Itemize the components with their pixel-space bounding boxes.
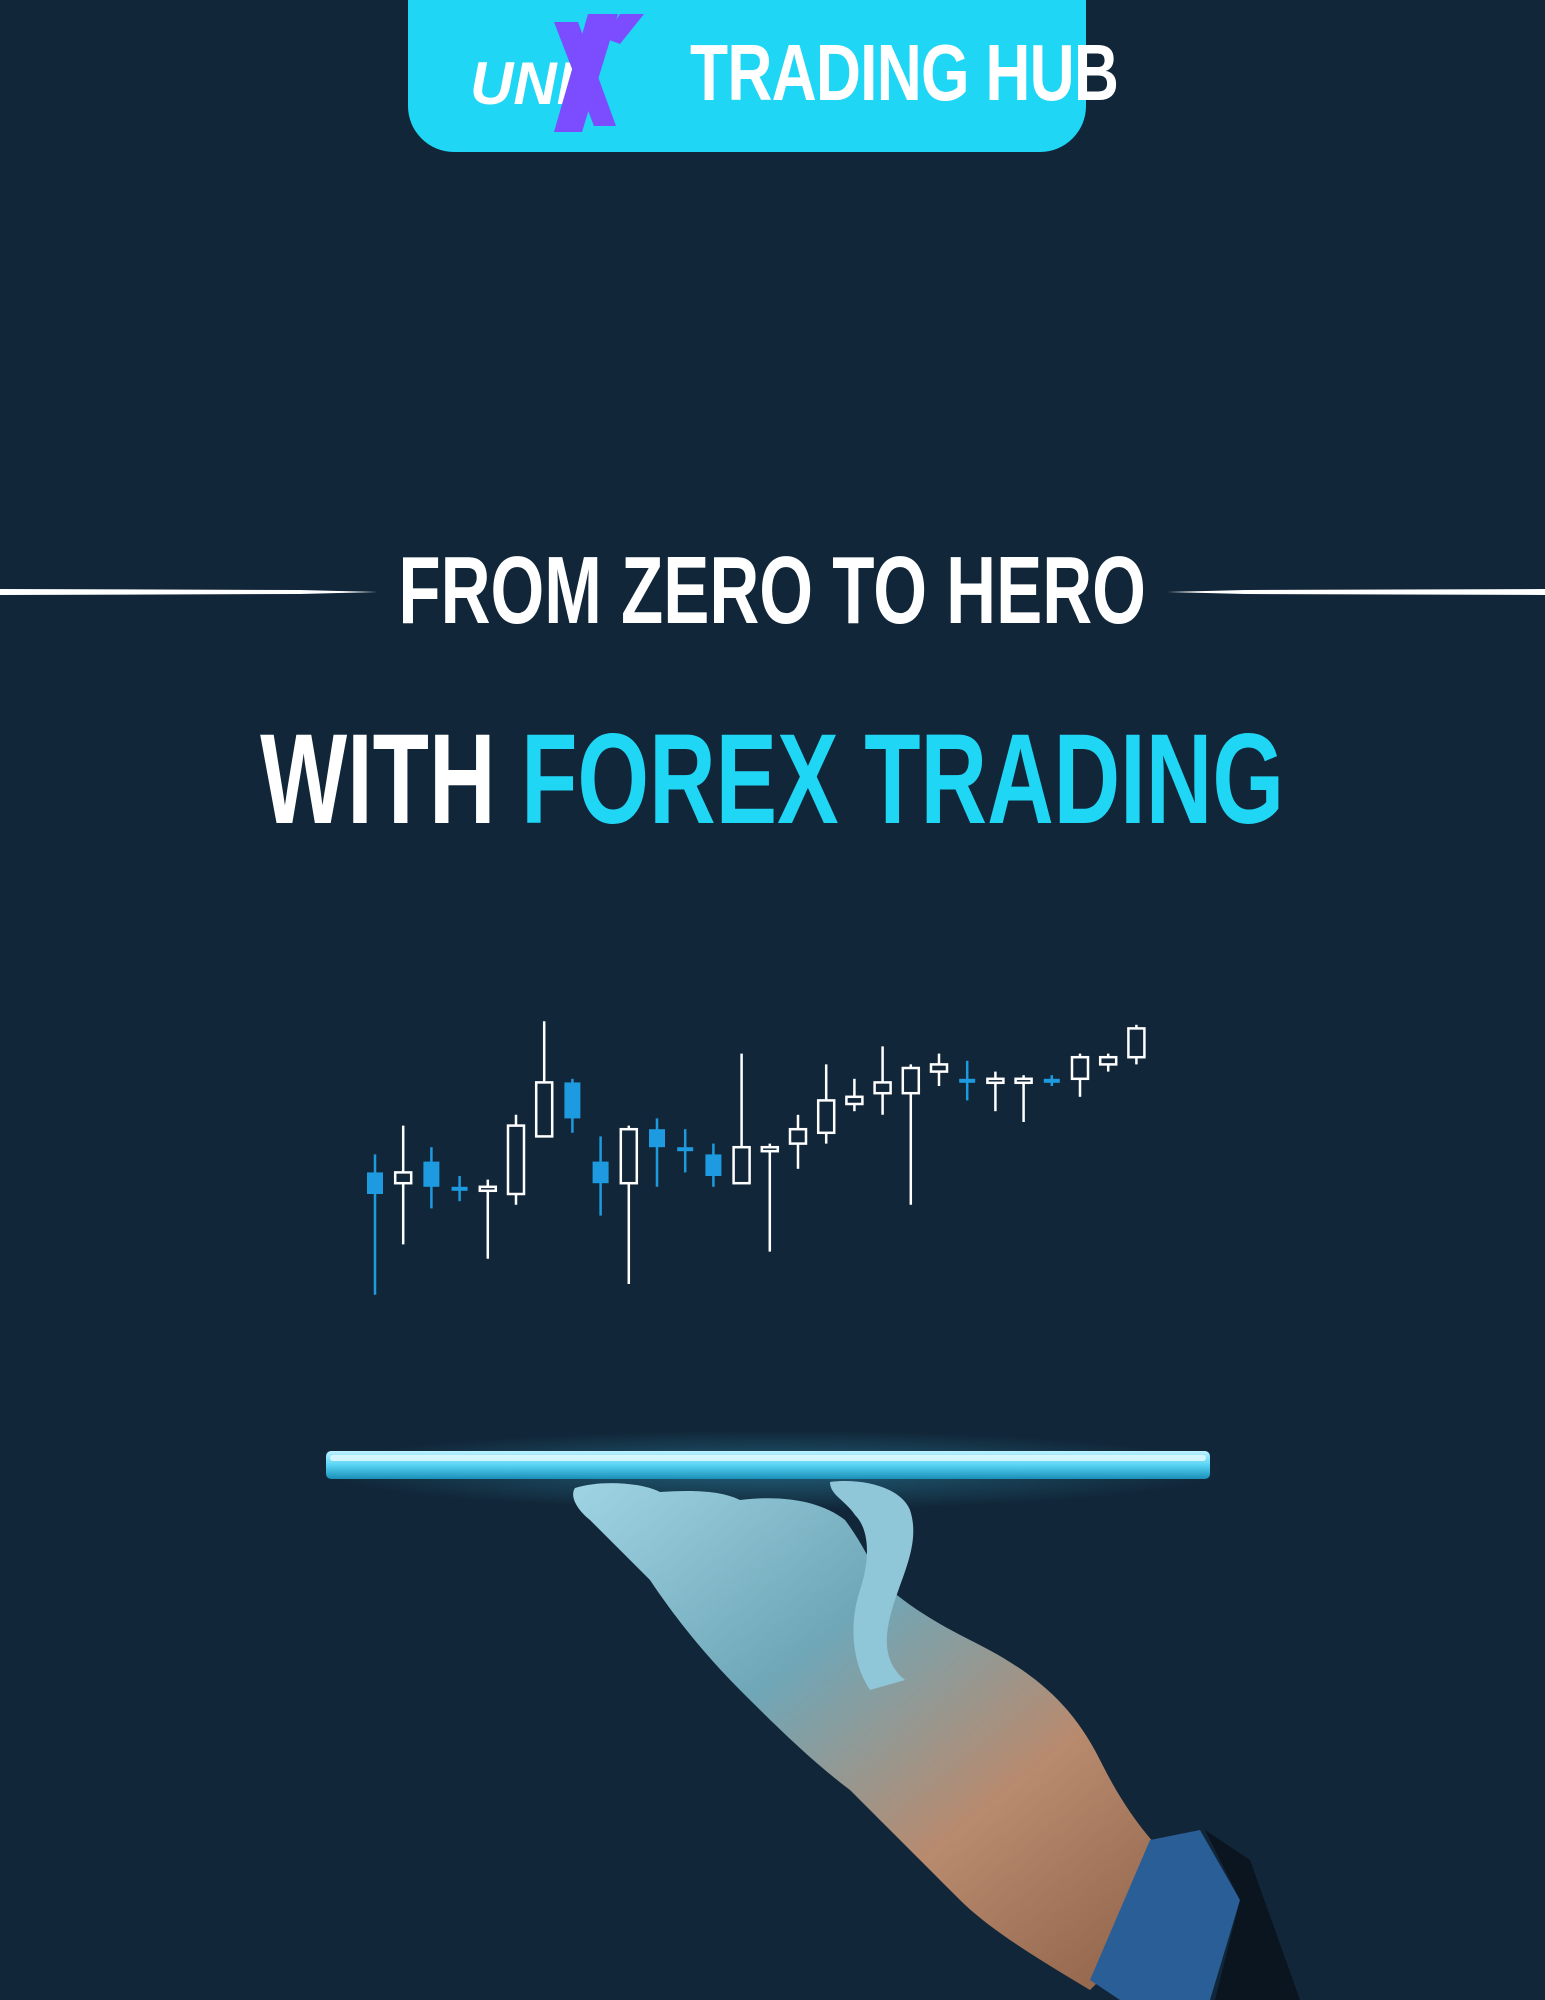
candle: [986, 1071, 1005, 1112]
headline-line-1: FROM ZERO TO HERO: [0, 536, 1545, 646]
candle: [845, 1078, 864, 1112]
candle: [816, 1064, 836, 1144]
candle: [564, 1078, 581, 1133]
headline-line-2-inner: WITH FOREX TRADING: [261, 710, 1285, 850]
candle-body: [873, 1081, 892, 1095]
candle-body: [788, 1127, 808, 1145]
logo-prefix: UNI: [470, 50, 575, 117]
candle: [478, 1179, 498, 1259]
candle-body: [478, 1185, 498, 1193]
candle-body: [393, 1171, 413, 1185]
candle: [732, 1053, 751, 1185]
candle-body: [986, 1077, 1005, 1085]
candle: [677, 1129, 694, 1173]
candle: [649, 1118, 665, 1187]
headline-accent: FOREX TRADING: [521, 708, 1285, 851]
candle-body: [732, 1145, 751, 1185]
shirt-cuff: [1090, 1830, 1240, 2000]
candle-body: [506, 1124, 526, 1196]
headline-line-1-text: FROM ZERO TO HERO: [398, 537, 1147, 644]
candle-body: [677, 1147, 694, 1152]
candle-body: [845, 1095, 864, 1106]
candle: [506, 1114, 526, 1205]
candle: [901, 1064, 921, 1205]
candle: [959, 1060, 976, 1101]
candle-body: [959, 1078, 976, 1083]
candle-body: [564, 1082, 581, 1119]
candle: [534, 1021, 554, 1138]
candle: [451, 1176, 468, 1202]
brand-header: UNI TRADING HUB: [408, 0, 1119, 152]
candle-body: [592, 1161, 609, 1184]
candle-body: [619, 1127, 639, 1185]
candle-body: [901, 1066, 921, 1095]
candle: [1043, 1075, 1060, 1086]
candle-body: [1127, 1027, 1146, 1059]
candle-body: [534, 1081, 554, 1138]
candle: [423, 1147, 440, 1209]
suit-sleeve: [1205, 1830, 1300, 2000]
candle: [592, 1136, 609, 1216]
candle-body: [451, 1186, 468, 1191]
candle: [760, 1143, 780, 1252]
candle: [788, 1114, 808, 1169]
candle-body: [649, 1129, 665, 1148]
candle: [1127, 1024, 1146, 1065]
candle-body: [816, 1099, 836, 1135]
headline-line-2: WITH FOREX TRADING: [0, 710, 1545, 850]
candle-body: [1043, 1078, 1060, 1083]
candle: [873, 1046, 892, 1115]
candle: [1070, 1053, 1090, 1097]
left-brush-rule: [0, 589, 378, 595]
hand: [573, 1483, 1200, 1990]
candle-body: [423, 1161, 440, 1187]
candle: [367, 1154, 383, 1295]
candle-body: [367, 1172, 383, 1194]
candle-body: [1070, 1055, 1090, 1081]
headline-plain: WITH: [260, 708, 496, 851]
candle: [929, 1053, 949, 1086]
candle-body: [760, 1145, 780, 1153]
brand-title: TRADING HUB: [690, 28, 1119, 117]
right-brush-rule: [1167, 589, 1545, 595]
candle: [705, 1143, 722, 1187]
candle-body: [1014, 1077, 1033, 1085]
candle: [393, 1125, 413, 1245]
candle: [619, 1125, 639, 1284]
candle: [1014, 1075, 1033, 1122]
candle-body: [929, 1063, 949, 1073]
candle-body: [1098, 1055, 1118, 1066]
candle: [1098, 1053, 1118, 1072]
unix-logo: UNI: [470, 14, 644, 132]
candle-body: [705, 1154, 722, 1176]
